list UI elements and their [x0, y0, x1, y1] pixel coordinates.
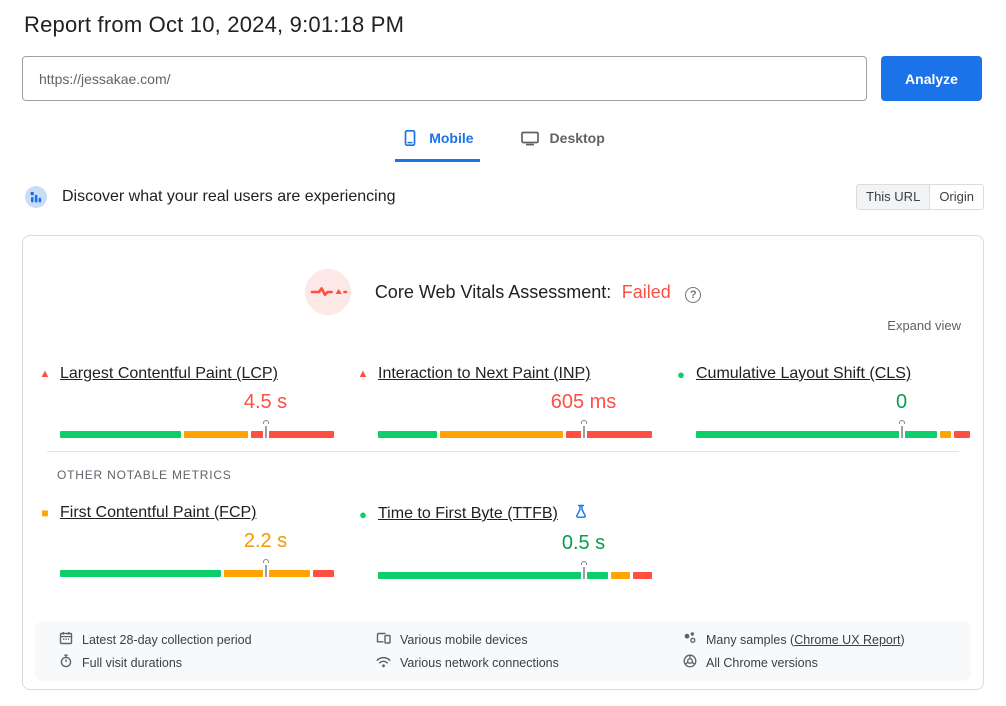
- field-data-heading: Discover what your real users are experi…: [62, 188, 396, 205]
- poor-segment: [250, 431, 334, 438]
- chrome-ux-report-link[interactable]: Chrome UX Report: [794, 632, 901, 647]
- device-tabs: Mobile Desktop: [0, 123, 1006, 162]
- metric-inp: ▲ Interaction to Next Paint (INP) 605 ms: [356, 365, 652, 445]
- poor-segment: [633, 572, 653, 579]
- needs-improvement-segment: [439, 431, 564, 438]
- other-metrics-grid: ■ First Contentful Paint (FCP) 2.2 s: [38, 504, 970, 586]
- average-square-icon: ■: [41, 506, 49, 520]
- p75-marker: [262, 420, 269, 438]
- metric-link-fcp[interactable]: First Contentful Paint (FCP): [60, 504, 257, 521]
- good-segment: [378, 431, 437, 438]
- poor-triangle-icon: ▲: [357, 367, 369, 380]
- expand-view-link[interactable]: Expand view: [887, 318, 961, 333]
- tab-desktop-label: Desktop: [549, 130, 605, 146]
- network-label: Various network connections: [400, 655, 559, 670]
- durations-label: Full visit durations: [82, 655, 183, 670]
- expand-view-row: Expand view: [23, 317, 961, 335]
- scope-this-url-button[interactable]: This URL: [856, 184, 931, 210]
- metric-value-ttfb: 0.5 s: [561, 532, 606, 554]
- devices-item: Various mobile devices: [376, 631, 683, 648]
- poor-segment: [566, 431, 652, 438]
- field-data-header: Discover what your real users are experi…: [24, 184, 984, 210]
- samples-item: Many samples (Chrome UX Report): [683, 631, 971, 648]
- p75-marker: [898, 420, 905, 438]
- url-bar-row: Analyze: [22, 56, 982, 101]
- ttfb-distribution-bar: [378, 572, 653, 579]
- inp-distribution-bar: [378, 431, 652, 438]
- poor-segment: [312, 570, 334, 577]
- calendar-icon: [59, 631, 73, 648]
- fcp-distribution-bar: [60, 570, 334, 577]
- network-item: Various network connections: [376, 655, 683, 671]
- cls-distribution-bar: [696, 431, 970, 438]
- cwv-assessment-title: Core Web Vitals Assessment:: [374, 281, 612, 302]
- core-web-vitals-card: Core Web Vitals Assessment: Failed ? Exp…: [22, 235, 984, 690]
- help-icon[interactable]: ?: [685, 286, 702, 303]
- stopwatch-icon: [59, 654, 73, 671]
- needs-improvement-segment: [611, 572, 631, 579]
- versions-label: All Chrome versions: [706, 655, 818, 670]
- cwv-assessment-result: Failed: [621, 281, 671, 302]
- metric-value-inp: 605 ms: [550, 391, 617, 413]
- metric-value-fcp: 2.2 s: [243, 530, 288, 552]
- page-title: Report from Oct 10, 2024, 9:01:18 PM: [24, 12, 405, 37]
- lcp-distribution-bar: [60, 431, 334, 438]
- devices-icon: [376, 631, 391, 648]
- data-source-footer: Latest 28-day collection period Various …: [35, 621, 971, 681]
- metric-link-cls[interactable]: Cumulative Layout Shift (CLS): [696, 365, 912, 382]
- samples-prefix: Many samples (: [706, 632, 795, 647]
- tab-mobile[interactable]: Mobile: [395, 123, 480, 162]
- url-input[interactable]: [22, 56, 867, 101]
- needs-improvement-segment: [183, 431, 248, 438]
- metric-link-ttfb[interactable]: Time to First Byte (TTFB): [378, 505, 558, 522]
- metric-fcp: ■ First Contentful Paint (FCP) 2.2 s: [38, 504, 334, 586]
- tab-mobile-label: Mobile: [429, 130, 474, 146]
- needs-improvement-segment: [223, 570, 310, 577]
- analyze-button[interactable]: Analyze: [881, 56, 982, 101]
- samples-dots-icon: [683, 631, 697, 648]
- metric-value-cls: 0: [895, 391, 908, 413]
- collection-period-label: Latest 28-day collection period: [82, 632, 252, 647]
- poor-triangle-icon: ▲: [39, 367, 51, 380]
- good-segment: [696, 431, 938, 438]
- experimental-flask-icon[interactable]: [574, 504, 588, 524]
- chrome-icon: [683, 654, 697, 671]
- durations-item: Full visit durations: [59, 654, 376, 671]
- metric-value-lcp: 4.5 s: [243, 391, 288, 413]
- core-metrics-grid: ▲ Largest Contentful Paint (LCP) 4.5 s: [38, 365, 970, 445]
- needs-improvement-segment: [940, 431, 951, 438]
- good-segment: [60, 431, 181, 438]
- metric-lcp: ▲ Largest Contentful Paint (LCP) 4.5 s: [38, 365, 334, 445]
- metric-link-inp[interactable]: Interaction to Next Paint (INP): [378, 365, 591, 382]
- p75-marker: [262, 559, 269, 577]
- p75-marker: [580, 420, 587, 438]
- mobile-phone-icon: [401, 129, 419, 147]
- metric-link-lcp[interactable]: Largest Contentful Paint (LCP): [60, 365, 278, 382]
- good-dot-icon: ●: [359, 506, 367, 522]
- cwv-assessment-header: Core Web Vitals Assessment: Failed ?: [23, 236, 983, 315]
- metric-ttfb: ● Time to First Byte (TTFB) 0.5 s: [356, 504, 653, 586]
- good-dot-icon: ●: [677, 366, 685, 382]
- real-users-chart-icon: [24, 185, 48, 209]
- versions-item: All Chrome versions: [683, 654, 971, 671]
- good-segment: [60, 570, 221, 577]
- good-segment: [378, 572, 609, 579]
- p75-marker: [580, 561, 587, 579]
- metric-cls: ● Cumulative Layout Shift (CLS) 0: [674, 365, 970, 445]
- devices-label: Various mobile devices: [400, 632, 528, 647]
- section-divider: [47, 451, 959, 452]
- poor-segment: [953, 431, 970, 438]
- wifi-icon: [376, 655, 391, 671]
- cwv-pulse-icon: [304, 269, 351, 315]
- tab-desktop[interactable]: Desktop: [514, 123, 611, 162]
- samples-suffix: ): [900, 632, 905, 647]
- collection-period-item: Latest 28-day collection period: [59, 631, 376, 648]
- desktop-monitor-icon: [520, 129, 540, 147]
- other-metrics-label: OTHER NOTABLE METRICS: [57, 468, 232, 482]
- scope-toggle: This URL Origin: [856, 184, 984, 210]
- scope-origin-button[interactable]: Origin: [929, 184, 984, 210]
